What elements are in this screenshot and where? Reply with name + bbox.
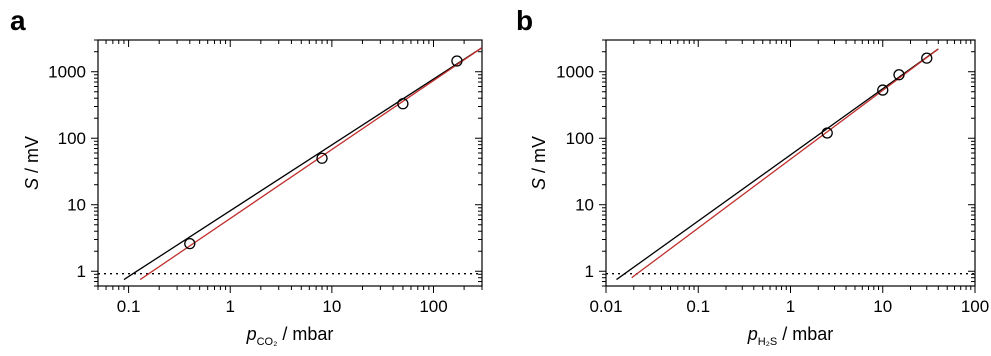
data-point bbox=[316, 152, 328, 164]
x-tick-label: 0.01 bbox=[589, 297, 622, 316]
y-axis-label: S / mV bbox=[529, 136, 549, 190]
x-tick-label: 10 bbox=[873, 297, 892, 316]
y-axis-unit: / mV bbox=[22, 136, 42, 178]
plot-area bbox=[606, 48, 975, 281]
y-tick-label: 100 bbox=[58, 129, 86, 148]
x-tick-label: 0.1 bbox=[117, 297, 141, 316]
panel-letter: a bbox=[10, 5, 26, 36]
x-tick-label: 0.1 bbox=[686, 297, 710, 316]
fit-line-red bbox=[139, 47, 482, 281]
panel-letter: b bbox=[516, 5, 533, 36]
x-tick-label: 10 bbox=[322, 297, 341, 316]
data-point bbox=[921, 52, 933, 64]
y-axis-unit: / mV bbox=[529, 136, 549, 178]
fit-line-black bbox=[616, 48, 939, 281]
y-tick-label: 10 bbox=[575, 196, 594, 215]
y-tick-label: 100 bbox=[566, 129, 594, 148]
plot-frame bbox=[605, 39, 976, 287]
y-tick-label: 1000 bbox=[556, 63, 594, 82]
data-point bbox=[451, 55, 463, 67]
y-axis-symbol: S bbox=[22, 178, 42, 190]
plot-area bbox=[98, 47, 482, 281]
panel-b: b 0.01 0.1 1 10 100 1 10 100 1000 S / mV pH₂S / mba… bbox=[516, 5, 989, 348]
y-tick-label: 1000 bbox=[48, 63, 86, 82]
x-axis-subscript: CO₂ bbox=[257, 336, 278, 348]
y-tick-label: 10 bbox=[67, 196, 86, 215]
data-point bbox=[893, 69, 905, 81]
y-axis-label: S / mV bbox=[22, 136, 42, 190]
data-point bbox=[184, 237, 196, 250]
x-tick-label: 100 bbox=[961, 297, 989, 316]
y-tick-label: 1 bbox=[77, 262, 86, 281]
x-axis-symbol: p bbox=[246, 324, 257, 344]
panel-a: a 0.1 1 10 100 1 10 100 1000 S / mV pCO₂ / mbar bbox=[10, 5, 483, 348]
x-axis-label: pH₂S / mbar bbox=[747, 324, 834, 348]
x-tick-label: 1 bbox=[786, 297, 795, 316]
x-axis-label: pCO₂ / mbar bbox=[246, 324, 334, 348]
x-axis-unit: / mbar bbox=[277, 324, 333, 344]
x-axis-symbol: p bbox=[747, 324, 758, 344]
y-axis-symbol: S bbox=[529, 178, 549, 190]
x-tick-label: 1 bbox=[225, 297, 234, 316]
fit-line-red bbox=[631, 48, 939, 279]
fit-line-black bbox=[123, 47, 482, 281]
data-point bbox=[877, 84, 889, 96]
x-axis-subscript: H₂S bbox=[758, 336, 778, 348]
x-tick-label: 100 bbox=[419, 297, 447, 316]
x-axis-unit: / mbar bbox=[777, 324, 833, 344]
plot-frame bbox=[97, 39, 483, 287]
y-tick-label: 1 bbox=[585, 262, 594, 281]
data-point bbox=[397, 98, 409, 110]
data-point bbox=[821, 127, 833, 139]
